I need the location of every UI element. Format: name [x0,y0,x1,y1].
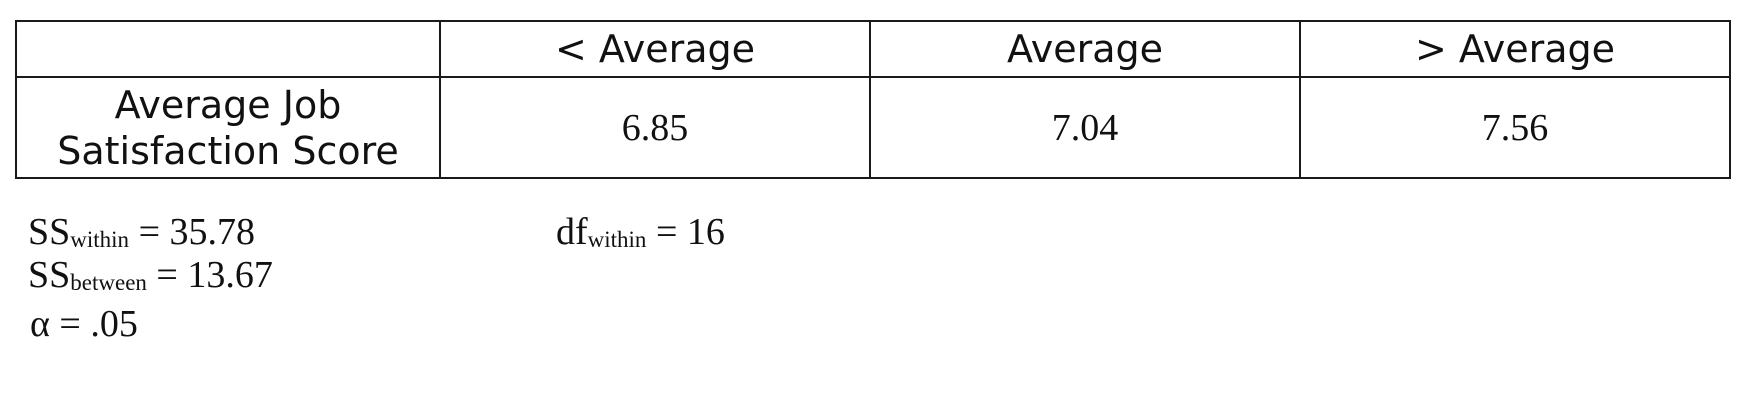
header-above-average: > Average [1299,20,1731,78]
value-below-average: 6.85 [439,76,871,179]
alpha-line: α = .05 [30,305,138,343]
alpha-text: α = .05 [30,303,138,345]
satisfaction-table: < Average Average > Average Average Job … [15,20,1731,179]
value-above-average: 7.56 [1299,76,1731,179]
header-average: Average [869,20,1301,78]
df-within-subscript: within [587,227,647,252]
ss-within-symbol: SS [28,211,71,253]
header-row: < Average Average > Average [15,20,1731,78]
table-row: Average Job Satisfaction Score 6.85 7.04… [15,76,1731,179]
df-within-value: = 16 [646,211,725,253]
ss-between-value: = 13.67 [146,254,273,296]
ss-between-subscript: between [70,270,147,295]
ss-between-line: SSbetween = 13.67 [28,256,273,294]
df-within-line: dfwithin = 16 [556,213,725,251]
row-label-cell: Average Job Satisfaction Score [15,76,441,179]
header-empty-cell [15,20,441,78]
ss-between-symbol: SS [28,254,71,296]
df-within-symbol: df [556,211,588,253]
value-average: 7.04 [869,76,1301,179]
ss-within-line: SSwithin = 35.78 [28,213,255,251]
row-label-line-2: Satisfaction Score [57,128,399,173]
header-below-average: < Average [439,20,871,78]
ss-within-value: = 35.78 [129,211,255,253]
ss-within-subscript: within [70,227,130,252]
row-label-line-1: Average Job [114,82,342,127]
